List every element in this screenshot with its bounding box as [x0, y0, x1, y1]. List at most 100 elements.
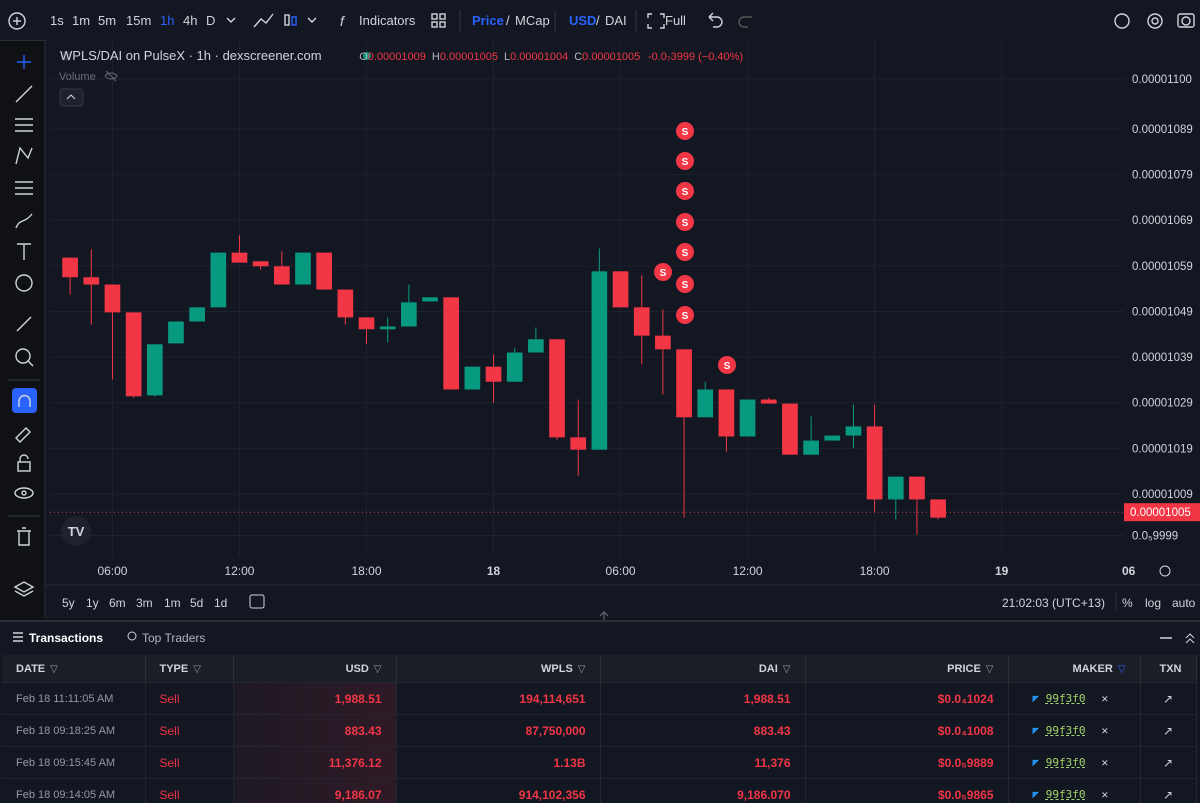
axis-option: log: [1145, 596, 1161, 610]
cell-text: 914,102,356: [519, 788, 586, 802]
cell-text: 194,114,651: [519, 692, 585, 706]
candle-body: [210, 253, 226, 308]
candle-body: [359, 317, 375, 329]
trade-marker-label: S: [682, 311, 689, 322]
filter-icon[interactable]: ▽: [986, 664, 994, 675]
candle-body: [634, 307, 650, 335]
open-txn[interactable]: ↗: [1163, 788, 1173, 802]
filter-icon[interactable]: ▽: [50, 664, 58, 675]
open-txn[interactable]: ↗: [1163, 724, 1173, 738]
candle-body: [189, 307, 205, 321]
cell: $0.0₅9889: [805, 747, 1008, 779]
panel-controls[interactable]: [1158, 630, 1198, 646]
trade-marker-label: S: [682, 157, 689, 168]
volume-label[interactable]: Volume: [59, 71, 96, 83]
candle-body: [655, 336, 671, 350]
candle-body: [782, 404, 798, 455]
column-header: TYPE▽: [145, 655, 233, 683]
candle-body: [232, 253, 248, 263]
time-axis: [46, 556, 1124, 585]
ohlc-value: 0.00001004: [510, 51, 568, 63]
column-header-text: WPLS: [541, 663, 573, 675]
open-txn[interactable]: ↗: [1163, 756, 1173, 770]
remove-filter[interactable]: ✕: [1102, 724, 1109, 737]
x-tick-label: 18:00: [351, 564, 381, 578]
remove-filter[interactable]: ✕: [1102, 692, 1109, 705]
cell: 11,376: [600, 747, 805, 779]
candle-body: [401, 302, 417, 326]
candle-body: [316, 253, 332, 290]
cell-text: Feb 18 09:15:45 AM: [16, 757, 115, 769]
drawing-tools[interactable]: [8, 55, 40, 596]
range-button[interactable]: 3m: [136, 596, 153, 610]
cell-text: Feb 18 09:14:05 AM: [16, 789, 115, 801]
cell: ↗: [1140, 715, 1196, 747]
filter-icon[interactable]: ▽: [374, 664, 382, 675]
cell: Sell: [145, 715, 233, 747]
cell: $0.0₅9865: [805, 779, 1008, 803]
cell-text: Sell: [160, 724, 180, 738]
cell: ↗: [1140, 779, 1196, 803]
range-button[interactable]: 6m: [109, 596, 126, 610]
candle-body: [697, 389, 713, 417]
x-tick-label: 12:00: [224, 564, 254, 578]
trade-marker-label: S: [682, 218, 689, 229]
remove-filter[interactable]: ✕: [1102, 756, 1109, 769]
cell: Feb 18 09:15:45 AM: [2, 747, 145, 779]
column-header-text: TXN: [1160, 663, 1182, 675]
range-button[interactable]: 5d: [190, 596, 203, 610]
cell-text: 9,186.070: [737, 788, 790, 802]
ohlc-key: H: [432, 51, 440, 63]
list-icon: [12, 631, 24, 643]
filter-icon[interactable]: ▽: [193, 664, 201, 675]
filter-icon[interactable]: ▽: [1118, 664, 1126, 675]
cell-text: 87,750,000: [525, 724, 585, 738]
column-header: WPLS ▽: [396, 655, 600, 683]
candle-body: [867, 426, 883, 499]
x-tick-label: 06:00: [606, 564, 636, 578]
column-header: DAI▽: [600, 655, 805, 683]
remove-filter[interactable]: ✕: [1102, 788, 1109, 801]
column-header: MAKER ▽: [1008, 655, 1140, 683]
cell-text: $0.0₅9889: [938, 756, 994, 770]
range-button[interactable]: 1y: [86, 596, 99, 610]
tradingview-logo-mark: TV: [68, 524, 85, 539]
maker-address: 99f3f0: [1046, 788, 1086, 801]
maker-icon: ◤: [1033, 756, 1046, 769]
candle-body: [824, 436, 840, 441]
cell: 87,750,000: [396, 715, 600, 747]
range-button[interactable]: 1m: [164, 596, 181, 610]
cell-text: 11,376: [754, 756, 790, 770]
candle-body: [62, 258, 78, 278]
cell-text: 1,988.51: [335, 692, 382, 706]
x-tick-label: 06: [1122, 564, 1136, 578]
candle-body: [147, 344, 163, 395]
cell: 883.43: [600, 715, 805, 747]
column-header: DATE▽: [2, 655, 145, 683]
open-txn[interactable]: ↗: [1163, 692, 1173, 706]
axis-option: %: [1122, 596, 1133, 610]
candle-body: [126, 312, 142, 396]
range-button[interactable]: 1d: [214, 596, 227, 610]
collapse-button[interactable]: [60, 89, 83, 106]
filter-icon[interactable]: ▽: [578, 664, 586, 675]
maker-icon: ◤: [1033, 692, 1046, 705]
tab[interactable]: Top Traders: [142, 631, 205, 645]
y-tick-label: 0.00001019: [1132, 443, 1193, 455]
cell: 194,114,651: [396, 683, 600, 715]
chart-legend: WPLS/DAI on PulseX · 1h · dexscreener.co…: [60, 48, 743, 63]
cell: 1,988.51: [600, 683, 805, 715]
column-header-text: MAKER: [1072, 663, 1112, 675]
cell: ◤ 99f3f0✕: [1008, 747, 1140, 779]
y-tick-label: 0.00001069: [1132, 215, 1193, 227]
x-tick-label: 18:00: [860, 564, 890, 578]
tab[interactable]: Transactions: [29, 631, 103, 645]
filter-icon[interactable]: ▽: [783, 664, 791, 675]
cell-text: 9,186.07: [335, 788, 382, 802]
cell: ◤ 99f3f0✕: [1008, 715, 1140, 747]
range-button[interactable]: 5y: [62, 596, 75, 610]
